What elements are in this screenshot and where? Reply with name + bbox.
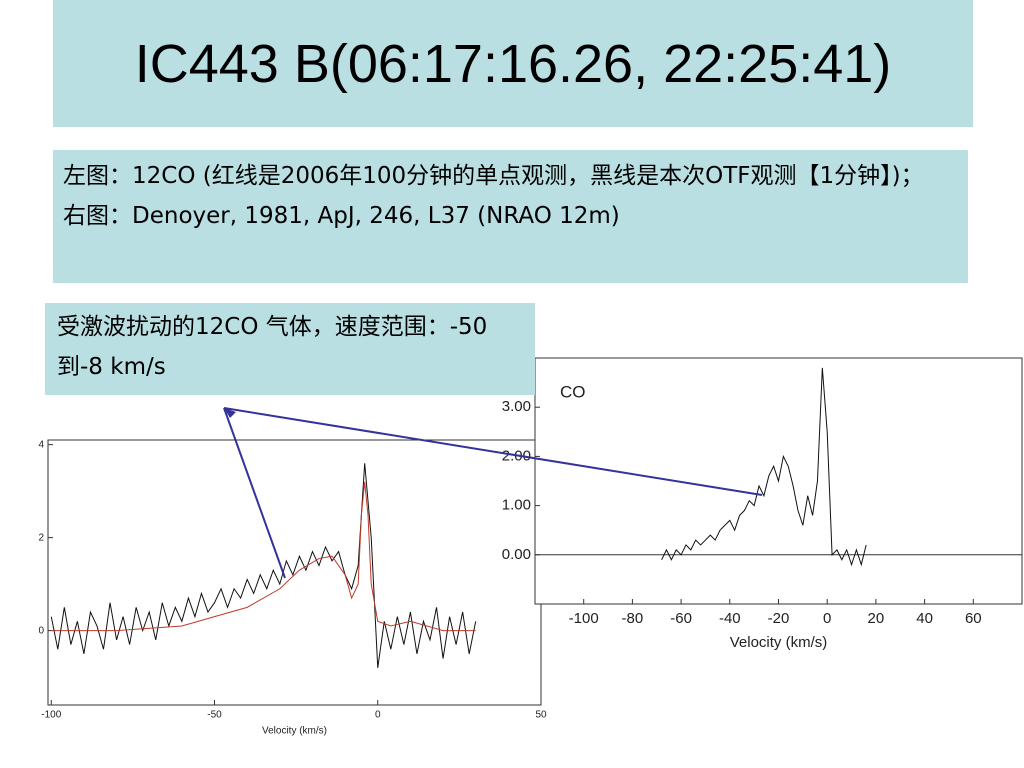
x-tick-label: 50 [535,710,547,721]
x-tick-label: -40 [719,610,741,627]
note-line: 左图：12CO (红线是2006年100分钟的单点观测，黑线是本次OTF观测【1… [63,163,924,189]
chart-label: CO [560,382,586,401]
x-tick-label: -100 [41,710,61,721]
x-axis-label: Velocity (km/s) [730,634,828,651]
x-tick-label: 40 [916,610,933,627]
spectrum-line [50,463,477,668]
y-tick-label: 3.00 [502,398,531,415]
y-tick-label: 2.00 [502,447,531,464]
x-tick-label: -20 [768,610,790,627]
spectrum-line [661,367,867,567]
y-tick-label: 4 [38,439,44,450]
x-tick-label: 60 [965,610,982,627]
y-tick-label: 0.00 [502,546,531,563]
callout: 受激波扰动的12CO 气体，速度范围：-50到-8 km/s [45,303,535,395]
spectrum-line [51,481,476,632]
y-tick-label: 1.00 [502,497,531,514]
notes: 左图：12CO (红线是2006年100分钟的单点观测，黑线是本次OTF观测【1… [53,150,968,283]
x-tick-label: -80 [622,610,644,627]
x-tick-label: -60 [670,610,692,627]
x-axis-label: Velocity (km/s) [262,726,327,737]
left-frame [47,439,542,706]
y-tick-label: 0 [38,625,44,636]
x-tick-label: -50 [207,710,222,721]
x-tick-label: -100 [569,610,599,627]
x-tick-label: 0 [823,610,831,627]
x-tick-label: 20 [868,610,885,627]
y-tick-label: 2 [38,532,44,543]
note-line: 右图：Denoyer, 1981, ApJ, 246, L37 (NRAO 12… [63,203,620,229]
title: IC443 B(06:17:16.26, 22:25:41) [53,0,973,127]
x-tick-label: 0 [375,710,381,721]
